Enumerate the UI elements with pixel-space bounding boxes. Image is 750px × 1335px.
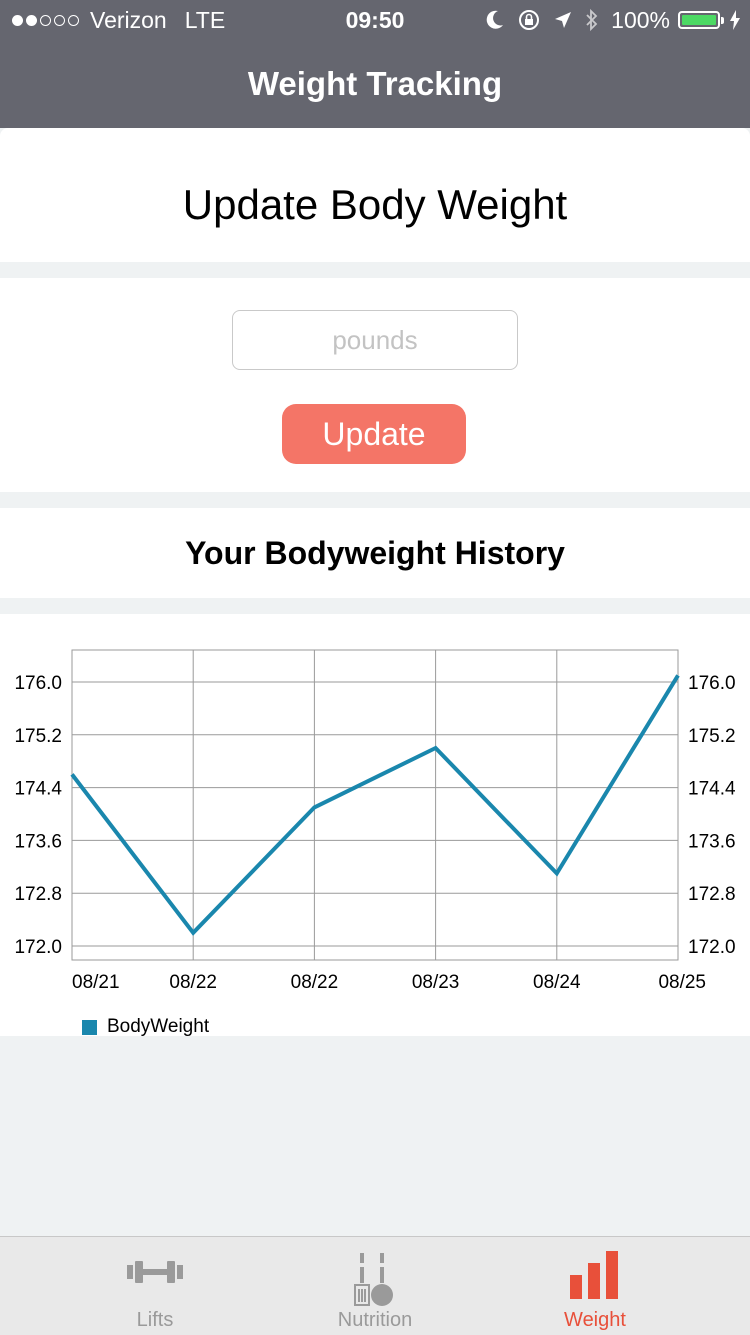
network-type: LTE	[184, 7, 226, 33]
x-tick-label: 08/25	[658, 972, 706, 993]
battery-icon	[678, 11, 724, 29]
tab-weight-label: Weight	[564, 1309, 626, 1331]
orientation-lock-icon	[519, 10, 540, 30]
chart-card: 172.0 172.0 172.8 172.8 173.6 173.6 174.4 174.4…	[0, 614, 750, 1038]
y-tick-label-right: 172.0	[688, 937, 736, 958]
y-tick-label-right: 176.0	[688, 673, 736, 694]
y-tick-label-right: 173.6	[688, 831, 736, 852]
status-right: 100%	[473, 0, 740, 40]
tab-lifts-label: Lifts	[136, 1309, 174, 1331]
charging-icon	[730, 10, 740, 30]
update-button[interactable]: Update	[282, 404, 466, 464]
history-heading: Your Bodyweight History	[185, 535, 565, 571]
y-tick-label-left: 173.6	[14, 831, 62, 852]
x-tick-label: 08/22	[169, 972, 217, 993]
signal-dot	[40, 14, 51, 26]
update-heading: Update Body Weight	[182, 181, 568, 228]
tab-bar: Lifts Nutrition Weight	[0, 1236, 750, 1335]
y-tick-label-right: 172.8	[688, 884, 736, 905]
dumbbell-icon	[127, 1261, 183, 1283]
legend-label: BodyWeight	[107, 1016, 210, 1037]
y-tick-label-left: 176.0	[14, 673, 62, 694]
y-tick-label-right: 174.4	[688, 779, 736, 800]
plot-frame	[71, 649, 679, 961]
signal-dot	[26, 14, 37, 26]
tab-weight[interactable]: Weight	[515, 1237, 675, 1335]
signal-dot	[12, 14, 23, 26]
carrier-name: Verizon	[90, 7, 167, 33]
bar-chart-icon	[570, 1251, 618, 1299]
y-tick-label-left: 172.0	[14, 937, 62, 958]
location-icon	[555, 12, 572, 28]
nutrition-icon	[354, 1253, 393, 1306]
weight-input[interactable]	[232, 310, 518, 370]
history-heading-card: Your Bodyweight History	[0, 508, 750, 598]
legend-swatch	[82, 1019, 97, 1035]
y-tick-label-left: 172.8	[14, 884, 62, 905]
x-tick-label: 08/21	[72, 972, 120, 993]
top-bar: Verizon LTE 09:50 100% W	[0, 0, 750, 128]
y-tick-label-left: 174.4	[14, 779, 62, 800]
status-left: Verizon LTE	[12, 0, 225, 40]
series-line-bodyweight	[70, 674, 680, 936]
bodyweight-line-chart: 172.0 172.0 172.8 172.8 173.6 173.6 174.4 174.4…	[14, 649, 736, 993]
signal-strength-icon	[12, 14, 82, 26]
tab-lifts[interactable]: Lifts	[75, 1237, 235, 1335]
signal-dot	[68, 14, 79, 26]
status-time: 09:50	[345, 7, 405, 33]
status-bar: Verizon LTE 09:50 100%	[0, 0, 750, 40]
x-tick-label: 08/22	[291, 972, 339, 993]
y-tick-label-right: 175.2	[688, 726, 736, 747]
battery-percent: 100%	[611, 7, 670, 33]
weight-form-card: Update	[0, 278, 750, 492]
nav-title: Weight Tracking	[247, 65, 503, 102]
update-heading-card: Update Body Weight	[0, 128, 750, 262]
x-tick-label: 08/23	[412, 972, 460, 993]
bluetooth-icon	[586, 8, 598, 32]
y-tick-label-left: 175.2	[14, 726, 62, 747]
x-tick-label: 08/24	[533, 972, 581, 993]
signal-dot	[54, 14, 65, 26]
tab-nutrition-label: Nutrition	[337, 1309, 413, 1331]
moon-icon	[486, 10, 504, 29]
tab-nutrition[interactable]: Nutrition	[295, 1237, 455, 1335]
chart-legend: BodyWeight	[82, 1016, 209, 1038]
